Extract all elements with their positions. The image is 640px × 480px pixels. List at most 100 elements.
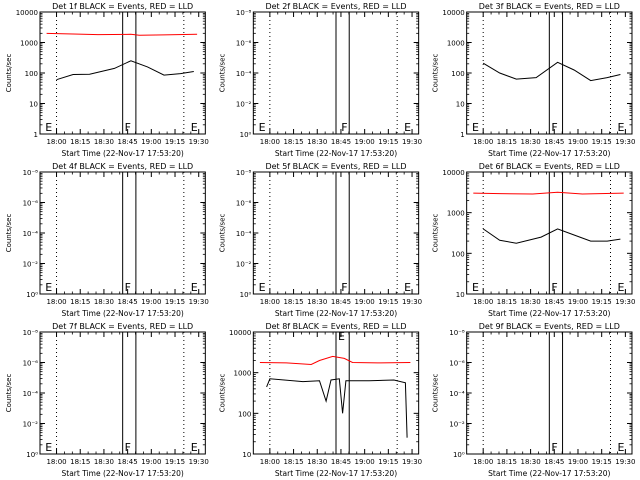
x-tick-label: 19:30 bbox=[189, 138, 209, 146]
x-tick-label: 19:00 bbox=[568, 458, 588, 466]
y-tick-label: 10⁻⁴ bbox=[23, 390, 39, 398]
y-tick-label: 1 bbox=[34, 131, 38, 139]
x-tick-label: 19:30 bbox=[189, 458, 209, 466]
panel-title: Det 7f BLACK = Events, RED = LLD bbox=[52, 322, 193, 331]
lld-series-line bbox=[46, 32, 198, 36]
panel-5: Det 5f BLACK = Events, RED = LLD Start Ti… bbox=[218, 162, 422, 318]
y-tick-label: 10⁻⁴ bbox=[236, 230, 252, 238]
x-tick-label: 19:15 bbox=[378, 458, 398, 466]
x-tick-label: 19:00 bbox=[141, 298, 161, 306]
y-tick-label: 100 bbox=[451, 70, 464, 78]
x-tick-label: 19:30 bbox=[402, 298, 422, 306]
x-tick-label: 18:30 bbox=[307, 298, 327, 306]
x-tick-label: 19:15 bbox=[592, 458, 612, 466]
y-tick-label: 10⁻⁴ bbox=[236, 70, 252, 78]
y-axis-label: Counts/sec bbox=[218, 374, 226, 413]
y-tick-label: 10 bbox=[456, 101, 465, 109]
events-series-line bbox=[482, 228, 621, 244]
panel-title: Det 6f BLACK = Events, RED = LLD bbox=[479, 162, 620, 171]
y-axis-label: Counts/sec bbox=[5, 374, 13, 413]
panel-1: Det 1f BLACK = Events, RED = LLD Start Ti… bbox=[5, 2, 209, 158]
x-tick-label: 18:00 bbox=[46, 298, 66, 306]
x-tick-label: 18:00 bbox=[46, 458, 66, 466]
x-tick-label: 19:15 bbox=[592, 138, 612, 146]
plot-frame bbox=[252, 11, 420, 135]
x-tick-label: 18:45 bbox=[118, 458, 138, 466]
y-tick-label: 10⁻² bbox=[23, 261, 39, 269]
x-tick-label: 18:00 bbox=[46, 138, 66, 146]
y-tick-label: 10⁰ bbox=[26, 451, 38, 459]
panel-4: Det 4f BLACK = Events, RED = LLD Start Ti… bbox=[5, 162, 209, 318]
x-axis-label: Start Time (22-Nov-17 17:53:20) bbox=[275, 149, 397, 158]
marker-label-E: E bbox=[617, 281, 624, 294]
y-tick-label: 10⁰ bbox=[240, 291, 252, 299]
marker-label-E: E bbox=[259, 281, 266, 294]
y-tick-label: 10⁰ bbox=[240, 131, 252, 139]
marker-label-E: E bbox=[472, 121, 479, 134]
plot-frame bbox=[39, 331, 206, 455]
x-tick-label: 18:30 bbox=[307, 138, 327, 146]
events-series-line bbox=[482, 61, 621, 82]
x-tick-label: 18:00 bbox=[260, 138, 280, 146]
x-tick-label: 19:00 bbox=[355, 298, 375, 306]
x-tick-label: 19:15 bbox=[165, 458, 185, 466]
x-tick-label: 19:30 bbox=[402, 458, 422, 466]
marker-label-E: E bbox=[404, 121, 411, 134]
y-tick-label: 10⁻⁶ bbox=[236, 40, 252, 48]
y-tick-label: 10000 bbox=[16, 9, 38, 17]
x-tick-label: 18:15 bbox=[70, 138, 90, 146]
y-axis-label: Counts/sec bbox=[218, 54, 226, 93]
x-tick-label: 18:00 bbox=[260, 298, 280, 306]
x-tick-label: 18:00 bbox=[473, 138, 493, 146]
plot-frame bbox=[39, 11, 206, 135]
x-axis-label: Start Time (22-Nov-17 17:53:20) bbox=[275, 469, 397, 478]
panel-7: Det 7f BLACK = Events, RED = LLD Start Ti… bbox=[5, 322, 209, 478]
x-tick-label: 18:30 bbox=[307, 458, 327, 466]
x-tick-label: 19:15 bbox=[378, 298, 398, 306]
y-tick-label: 100 bbox=[25, 70, 38, 78]
lld-series-line bbox=[473, 191, 624, 195]
marker-label-E: E bbox=[191, 121, 198, 134]
plot-frame bbox=[252, 331, 420, 455]
marker-label-F: F bbox=[551, 441, 557, 454]
y-tick-label: 10⁻⁴ bbox=[23, 230, 39, 238]
panel-title: Det 1f BLACK = Events, RED = LLD bbox=[52, 2, 193, 11]
y-axis-label: Counts/sec bbox=[5, 54, 13, 93]
x-tick-label: 18:45 bbox=[331, 138, 351, 146]
y-tick-label: 10⁻⁸ bbox=[23, 329, 39, 337]
panel-6: Det 6f BLACK = Events, RED = LLD Start Ti… bbox=[432, 162, 636, 318]
x-tick-label: 19:30 bbox=[189, 298, 209, 306]
x-tick-label: 18:00 bbox=[473, 458, 493, 466]
marker-label-E: E bbox=[259, 121, 266, 134]
marker-label-E: E bbox=[191, 281, 198, 294]
x-tick-label: 19:00 bbox=[568, 298, 588, 306]
y-tick-label: 10⁻⁸ bbox=[23, 169, 39, 177]
y-tick-label: 1000 bbox=[20, 40, 38, 48]
y-tick-label: 10⁻⁶ bbox=[449, 360, 465, 368]
x-tick-label: 19:00 bbox=[141, 458, 161, 466]
x-tick-label: 19:00 bbox=[141, 138, 161, 146]
y-tick-label: 10⁻⁶ bbox=[236, 200, 252, 208]
x-tick-label: 18:30 bbox=[94, 298, 114, 306]
y-tick-label: 10 bbox=[242, 451, 251, 459]
x-axis-label: Start Time (22-Nov-17 17:53:20) bbox=[488, 309, 610, 318]
x-tick-label: 19:30 bbox=[615, 298, 635, 306]
y-tick-label: 10⁻⁸ bbox=[236, 169, 252, 177]
x-axis-label: Start Time (22-Nov-17 17:53:20) bbox=[488, 469, 610, 478]
events-series-line bbox=[266, 378, 408, 438]
marker-label-E: E bbox=[404, 281, 411, 294]
marker-label-E: E bbox=[472, 281, 479, 294]
panel-8: Det 8f BLACK = Events, RED = LLD Start Ti… bbox=[218, 322, 422, 478]
marker-label-E: E bbox=[338, 330, 345, 343]
y-tick-label: 10 bbox=[29, 101, 38, 109]
y-tick-label: 10⁻⁴ bbox=[449, 390, 465, 398]
marker-label-F: F bbox=[125, 121, 131, 134]
y-tick-label: 1 bbox=[460, 131, 464, 139]
panel-title: Det 3f BLACK = Events, RED = LLD bbox=[479, 2, 620, 11]
x-tick-label: 18:15 bbox=[70, 298, 90, 306]
y-tick-label: 10⁻⁸ bbox=[449, 329, 465, 337]
y-tick-label: 10⁻² bbox=[236, 261, 252, 269]
panel-title: Det 5f BLACK = Events, RED = LLD bbox=[265, 162, 406, 171]
marker-label-E: E bbox=[617, 441, 624, 454]
x-tick-label: 18:15 bbox=[497, 138, 517, 146]
